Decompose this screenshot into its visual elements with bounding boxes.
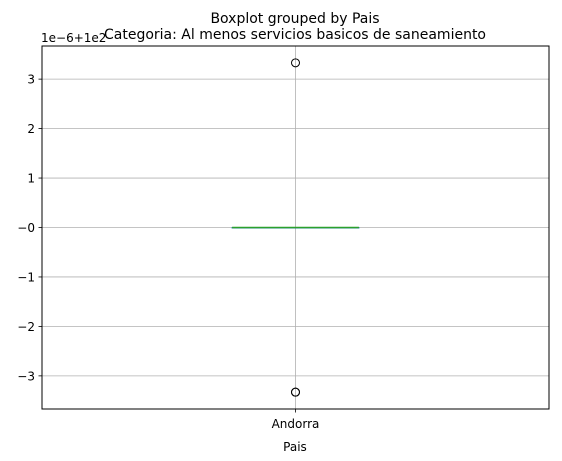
plot-area <box>231 58 360 397</box>
axes: −3 −2 −1 −0 1 2 3 Andorra <box>17 73 319 431</box>
outlier-point <box>291 387 300 397</box>
x-tick-label: Andorra <box>272 417 320 431</box>
y-tick-label: 1 <box>27 172 35 186</box>
y-tick-label: −0 <box>17 221 35 235</box>
y-tick-label: 2 <box>27 122 35 136</box>
y-tick-label: 3 <box>27 73 35 87</box>
chart-suptitle: Boxplot grouped by Pais <box>210 11 379 27</box>
chart-title: Categoria: Al menos servicios basicos de… <box>104 27 486 43</box>
x-axis-label: Pais <box>283 440 307 454</box>
y-tick-label: −2 <box>17 320 35 334</box>
y-tick-label: −1 <box>17 270 35 284</box>
outlier-point <box>291 58 300 68</box>
y-axis-offset-label: 1e−6+1e2 <box>41 31 106 45</box>
grid-lines <box>42 46 549 409</box>
y-tick-label: −3 <box>17 369 35 383</box>
